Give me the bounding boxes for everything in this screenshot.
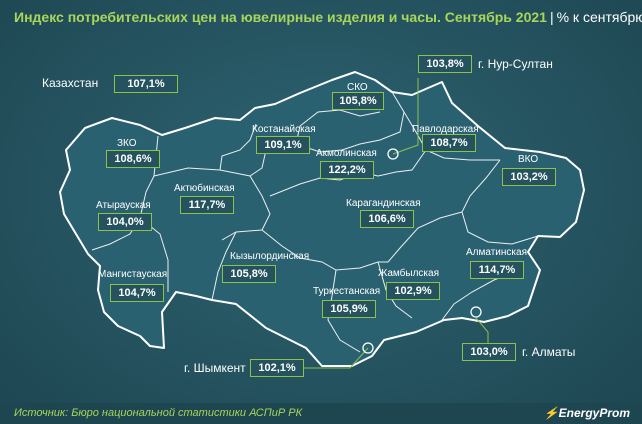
city-label-nur-sultan: г. Нур-Султан xyxy=(478,57,553,71)
region-value-aktobe: 117,7% xyxy=(180,196,234,214)
region-value-vko: 103,2% xyxy=(502,168,556,186)
leader-lines xyxy=(304,78,489,369)
brand-name: EnergyProm xyxy=(558,406,630,420)
almaty-marker-icon xyxy=(470,306,482,318)
region-label-sko: СКО xyxy=(347,82,368,93)
region-label-kostanay: Костанайская xyxy=(252,124,316,135)
region-label-mangystau: Мангистауская xyxy=(98,269,168,280)
region-value-turkestan: 105,9% xyxy=(322,300,376,318)
region-label-aktobe: Актюбинская xyxy=(174,183,235,194)
region-label-turkestan: Туркестанская xyxy=(313,286,381,297)
region-label-akmola: Акмолинская xyxy=(316,148,377,159)
title-separator: | xyxy=(549,9,554,25)
region-label-zhambyl: Жамбылская xyxy=(378,268,439,279)
title-main: Индекс потребительских цен на ювелирные … xyxy=(14,9,547,25)
region-value-zhambyl: 102,9% xyxy=(386,282,440,300)
region-label-pavlodar: Павлодарская xyxy=(412,124,479,135)
region-value-sko: 105,8% xyxy=(332,92,384,110)
shymkent-marker-icon xyxy=(362,342,374,354)
nur-sultan-marker-icon xyxy=(387,148,399,160)
region-label-atyrau: Атырауская xyxy=(96,200,151,211)
region-label-karaganda: Карагандинская xyxy=(346,198,421,209)
title-subtitle: % к сентябрю 2020 xyxy=(556,9,642,25)
footer-bar: Источник: Бюро национальной статистики А… xyxy=(0,403,642,424)
chart-title: Индекс потребительских цен на ювелирные … xyxy=(14,9,642,25)
brand-mark-icon: ⚡ xyxy=(543,406,559,420)
region-value-almaty-region: 114,7% xyxy=(470,261,524,279)
city-value-shymkent: 102,1% xyxy=(250,359,304,377)
region-value-atyrau: 104,0% xyxy=(98,213,152,231)
region-value-akmola: 122,2% xyxy=(320,161,374,179)
country-label: Казахстан xyxy=(42,76,99,90)
city-label-almaty: г. Алматы xyxy=(522,345,576,359)
region-value-mangystau: 104,7% xyxy=(110,284,164,302)
region-value-karaganda: 106,6% xyxy=(360,210,414,228)
region-value-kostanay: 109,1% xyxy=(256,136,310,154)
region-label-zko: ЗКО xyxy=(117,138,137,149)
region-value-pavlodar: 108,7% xyxy=(422,134,476,152)
region-label-vko: ВКО xyxy=(518,154,539,165)
region-label-almaty-region: Алматинская xyxy=(466,247,527,258)
region-label-kyzylorda: Кызылординская xyxy=(230,251,310,262)
city-value-nur-sultan: 103,8% xyxy=(418,55,472,73)
source-note: Источник: Бюро национальной статистики А… xyxy=(14,407,303,419)
country-value: 107,1% xyxy=(114,75,178,93)
city-label-shymkent: г. Шымкент xyxy=(184,361,246,375)
brand-logo: ⚡EnergyProm xyxy=(544,406,630,420)
region-value-zko: 108,6% xyxy=(106,150,160,168)
city-value-almaty: 103,0% xyxy=(462,343,516,361)
region-value-kyzylorda: 105,8% xyxy=(222,265,276,283)
